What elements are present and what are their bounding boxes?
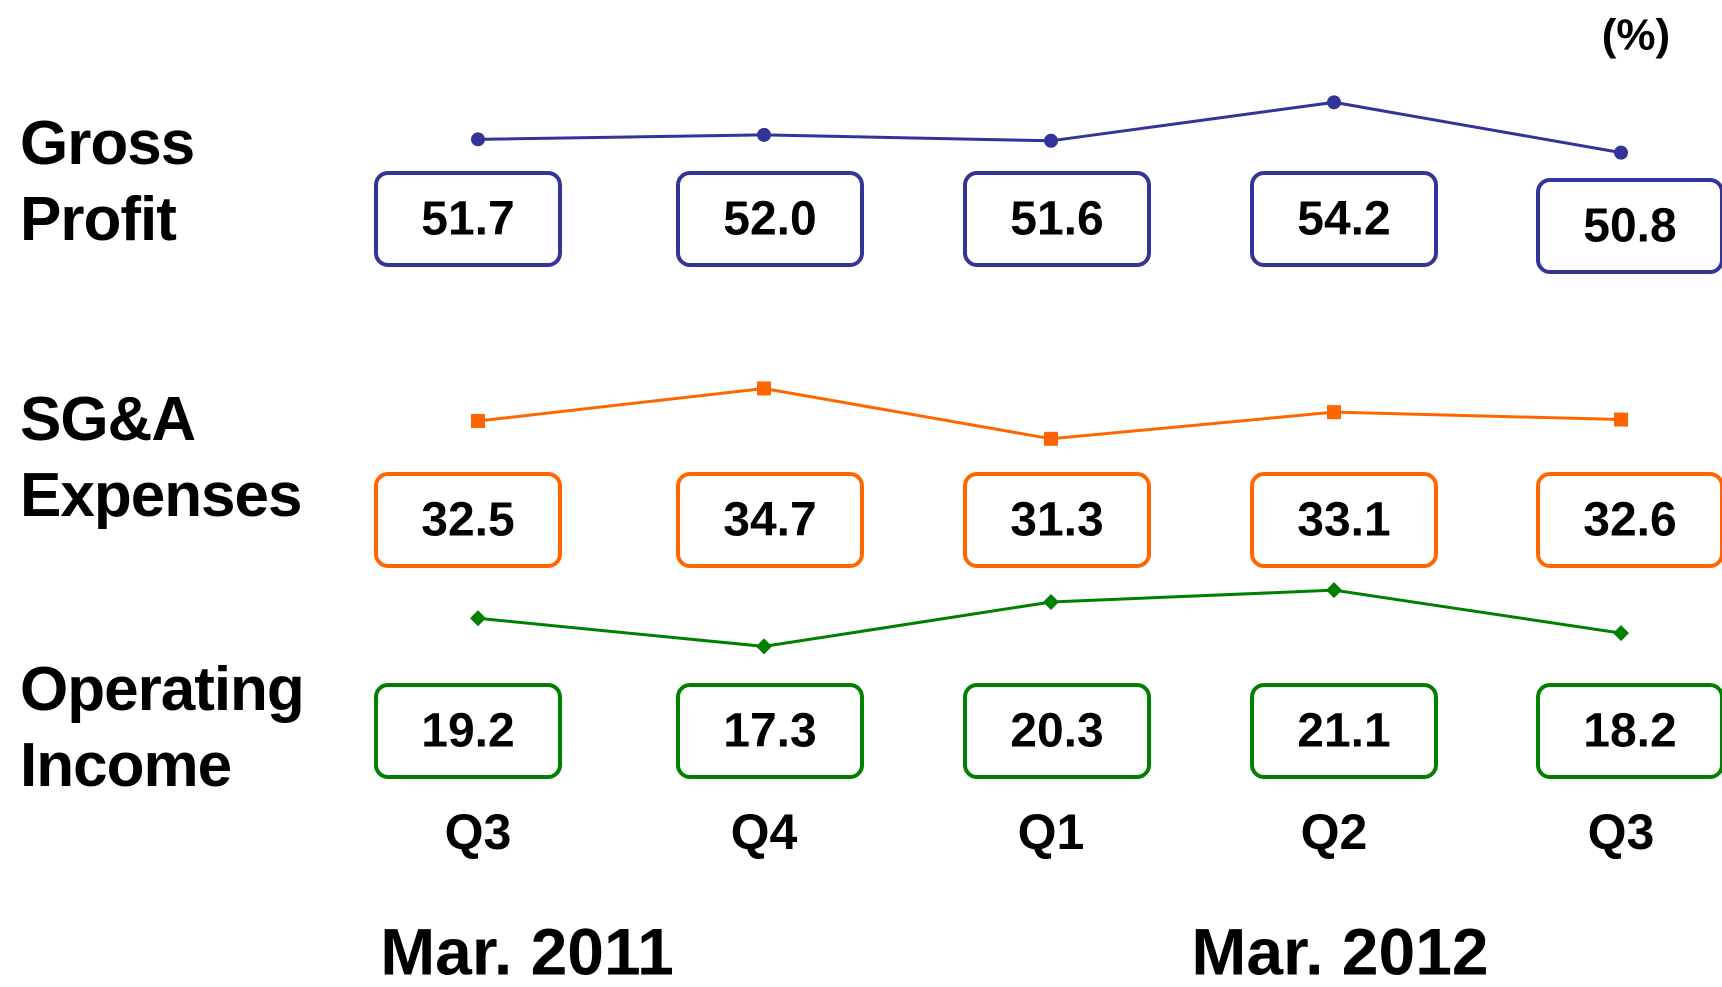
marker: [1326, 582, 1342, 599]
value-label: 51.7: [421, 193, 514, 246]
series-line: [477, 386, 1622, 441]
marker: [1614, 412, 1628, 427]
marker: [1614, 145, 1628, 160]
value-box: [374, 171, 562, 267]
value-label: 33.1: [1297, 494, 1390, 547]
value-box: [963, 171, 1151, 267]
marker: [1043, 594, 1059, 611]
value-label: 54.2: [1297, 193, 1390, 246]
marker: [1327, 95, 1341, 110]
value-label: 52.0: [723, 193, 816, 246]
value-box: [676, 472, 864, 568]
value-label: 20.3: [1010, 705, 1103, 758]
value-label: 18.2: [1583, 705, 1676, 758]
value-box: [676, 683, 864, 779]
value-box: [1536, 683, 1722, 779]
value-box: [963, 683, 1151, 779]
value-box: [1536, 472, 1722, 568]
marker: [1327, 405, 1341, 420]
group-label: Mar. 2012: [1191, 914, 1488, 987]
value-box: [1250, 472, 1438, 568]
marker: [1613, 625, 1629, 642]
marker: [471, 132, 485, 147]
value-box: [1250, 683, 1438, 779]
series-name: SG&A Expenses: [20, 385, 303, 530]
marker: [757, 127, 771, 142]
marker: [1044, 133, 1058, 148]
x-tick-label: Q4: [731, 804, 798, 860]
x-tick-label: Q3: [1588, 804, 1655, 860]
value-label: 50.8: [1583, 200, 1676, 253]
value-label: 51.6: [1010, 193, 1103, 246]
marker: [470, 610, 486, 627]
value-label: 34.7: [723, 494, 816, 547]
value-label: 19.2: [421, 705, 514, 758]
series-name: Operating Income: [20, 655, 305, 800]
value-box: [374, 472, 562, 568]
value-label: 21.1: [1297, 705, 1390, 758]
unit-label: (%): [1602, 11, 1670, 60]
marker: [756, 638, 772, 655]
value-box: [374, 683, 562, 779]
marker: [471, 414, 485, 429]
marker: [1044, 431, 1058, 446]
value-box: [963, 472, 1151, 568]
value-label: 31.3: [1010, 494, 1103, 547]
value-box: [1536, 178, 1722, 274]
series-name: Gross Profit: [20, 109, 195, 254]
x-tick-label: Q1: [1018, 804, 1085, 860]
value-label: 32.5: [421, 494, 514, 547]
value-label: 17.3: [723, 705, 816, 758]
value-label: 32.6: [1583, 494, 1676, 547]
value-box: [1250, 171, 1438, 267]
value-box: [676, 171, 864, 267]
marker: [757, 381, 771, 396]
x-tick-label: Q3: [445, 804, 512, 860]
x-tick-label: Q2: [1301, 804, 1368, 860]
group-label: Mar. 2011: [380, 914, 674, 987]
